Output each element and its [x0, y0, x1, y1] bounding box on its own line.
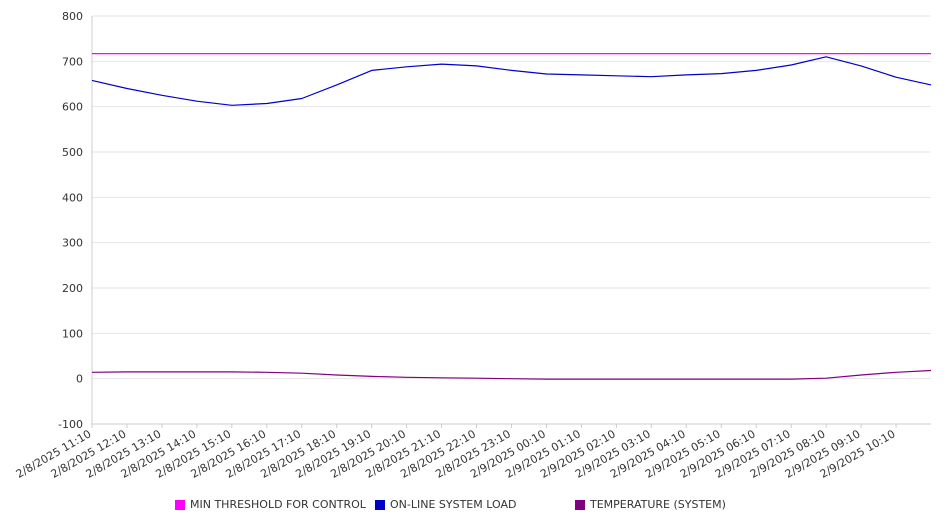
y-tick-label: 400: [62, 191, 83, 204]
y-tick-label: 300: [62, 237, 83, 250]
series-line-2: [91, 369, 932, 380]
legend-label: MIN THRESHOLD FOR CONTROL: [190, 498, 366, 511]
x-axis-ticks: 2/8/2025 11:102/8/2025 12:102/8/2025 13:…: [14, 424, 898, 481]
y-axis-ticks: 800 700 600 500 400 300 200 100 0 -100: [58, 10, 83, 431]
axes: [91, 16, 931, 425]
y-tick-label: 800: [62, 10, 83, 23]
y-tick-label: 0: [76, 373, 83, 386]
legend-item-system-load[interactable]: ON-LINE SYSTEM LOAD: [375, 498, 516, 511]
series-line-1: [91, 56, 932, 106]
y-tick-label: 700: [62, 55, 83, 68]
legend: MIN THRESHOLD FOR CONTROL ON-LINE SYSTEM…: [0, 498, 946, 514]
y-tick-label: 200: [62, 282, 83, 295]
legend-swatch: [375, 499, 385, 510]
y-tick-label: 100: [62, 327, 83, 340]
y-tick-label: 500: [62, 146, 83, 159]
legend-item-temperature[interactable]: TEMPERATURE (SYSTEM): [575, 498, 726, 511]
y-tick-label: 600: [62, 101, 83, 114]
legend-label: ON-LINE SYSTEM LOAD: [390, 498, 517, 511]
legend-item-min-threshold[interactable]: MIN THRESHOLD FOR CONTROL: [175, 498, 366, 511]
grid-lines: [92, 15, 931, 425]
legend-swatch: [575, 499, 585, 510]
y-tick-label: -100: [58, 418, 83, 431]
series-lines: [91, 52, 932, 380]
legend-swatch: [175, 499, 185, 510]
legend-label: TEMPERATURE (SYSTEM): [590, 498, 726, 511]
